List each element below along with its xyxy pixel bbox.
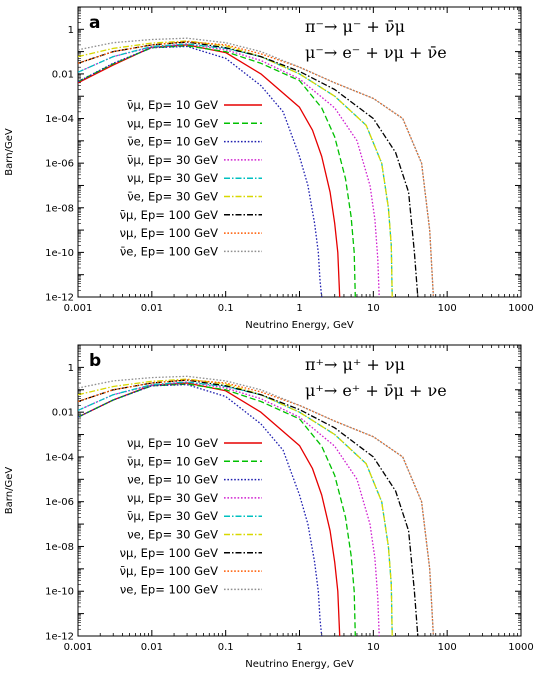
y-tick-label: 1e-06 <box>45 159 74 170</box>
x-tick-label: 100 <box>438 303 457 314</box>
legend-entry-label: ν̄μ, Ep= 30 GeV <box>127 153 218 167</box>
y-tick-label: 1e-10 <box>45 248 74 259</box>
panel-a: 0.001 0.01 0.1 1 10 100 1000 1e-12 1e-10 1e-08 1e-… <box>4 6 534 331</box>
reaction-equation: μ⁺→ e⁺ + ν̄μ + νe <box>305 381 447 400</box>
legend-entry-label: νμ, Ep= 100 GeV <box>120 546 219 560</box>
legend-entry-label: ν̄μ, Ep= 100 GeV <box>120 208 219 222</box>
x-tick-label: 1 <box>296 303 302 314</box>
legend-entry-label: ν̄e, Ep= 10 GeV <box>127 135 218 149</box>
reaction-equation: μ⁻→ e⁻ + νμ + ν̄e <box>305 43 447 62</box>
y-tick-label: 1 <box>68 25 74 36</box>
y-tick-label: 1 <box>68 363 74 374</box>
legend-entry-label: νe, Ep= 10 GeV <box>127 473 218 487</box>
legend-entry-label: ν̄μ, Ep= 10 GeV <box>127 98 218 112</box>
series-line <box>78 379 419 636</box>
legend-entry-label: ν̄e, Ep= 30 GeV <box>127 190 218 204</box>
x-tick-label: 100 <box>438 642 457 653</box>
y-tick-label: 0.01 <box>52 69 74 80</box>
legend-entry-label: νe, Ep= 30 GeV <box>127 528 218 542</box>
legend-entry-label: ν̄μ, Ep= 30 GeV <box>127 509 218 523</box>
series-line <box>78 45 356 297</box>
series-line <box>78 45 323 297</box>
y-axis-label: Barn/GeV <box>4 128 15 176</box>
x-tick-label: 1000 <box>508 642 533 653</box>
y-tick-label: 1e-04 <box>45 114 74 125</box>
x-tick-label: 0.1 <box>218 642 234 653</box>
legend-entry-label: ν̄μ, Ep= 100 GeV <box>120 564 219 578</box>
series-line <box>78 378 393 636</box>
y-tick-label: 1e-06 <box>45 497 74 508</box>
legend-entry-label: νμ, Ep= 30 GeV <box>127 491 218 505</box>
x-tick-label: 10 <box>367 303 380 314</box>
panel-b: 0.001 0.01 0.1 1 10 100 1000 1e-12 1e-10 1e-08 1e-… <box>4 344 534 670</box>
series-line <box>78 383 356 636</box>
legend-entry-label: ν̄e, Ep= 100 GeV <box>120 244 218 258</box>
y-axis-label: Barn/GeV <box>4 467 15 515</box>
legend-entry-label: νμ, Ep= 30 GeV <box>127 171 218 185</box>
panel-letter: b <box>89 351 101 371</box>
x-tick-label: 1000 <box>508 303 533 314</box>
x-tick-label: 0.01 <box>141 642 163 653</box>
x-tick-label: 0.1 <box>218 303 234 314</box>
series-line <box>78 40 435 297</box>
legend-entry-label: ν̄μ, Ep= 10 GeV <box>127 454 218 468</box>
x-tick-label: 0.001 <box>64 642 93 653</box>
y-tick-label: 0.01 <box>52 408 74 419</box>
x-tick-label: 0.001 <box>64 303 93 314</box>
series-line <box>78 379 435 636</box>
series-line <box>78 383 323 636</box>
reaction-equation: π⁺→ μ⁺ + νμ <box>305 355 405 374</box>
y-tick-label: 1e-12 <box>45 293 74 304</box>
legend-entry-label: νe, Ep= 100 GeV <box>120 582 218 596</box>
reaction-equation: π⁻→ μ⁻ + ν̄μ <box>305 17 405 36</box>
series-line <box>78 40 393 297</box>
x-tick-label: 10 <box>367 642 380 653</box>
y-tick-label: 1e-08 <box>45 542 74 553</box>
series-line <box>78 43 380 297</box>
legend-entry-label: νμ, Ep= 10 GeV <box>127 436 218 450</box>
x-axis-label: Neutrino Energy, GeV <box>245 659 354 670</box>
y-tick-label: 1e-12 <box>45 632 74 643</box>
x-tick-label: 1 <box>296 642 302 653</box>
series-line <box>78 37 435 297</box>
y-tick-label: 1e-04 <box>45 452 74 463</box>
y-tick-label: 1e-08 <box>45 203 74 214</box>
x-tick-label: 0.01 <box>141 303 163 314</box>
series-line <box>78 381 393 636</box>
series-group <box>78 37 435 297</box>
series-group <box>78 375 435 636</box>
y-tick-label: 1e-10 <box>45 587 74 598</box>
panel-letter: a <box>89 13 100 33</box>
legend-entry-label: νμ, Ep= 10 GeV <box>127 116 218 130</box>
x-axis-label: Neutrino Energy, GeV <box>245 320 354 331</box>
series-line <box>78 41 419 297</box>
series-line <box>78 43 393 297</box>
series-line <box>78 375 435 636</box>
legend-entry-label: νμ, Ep= 100 GeV <box>120 226 219 240</box>
